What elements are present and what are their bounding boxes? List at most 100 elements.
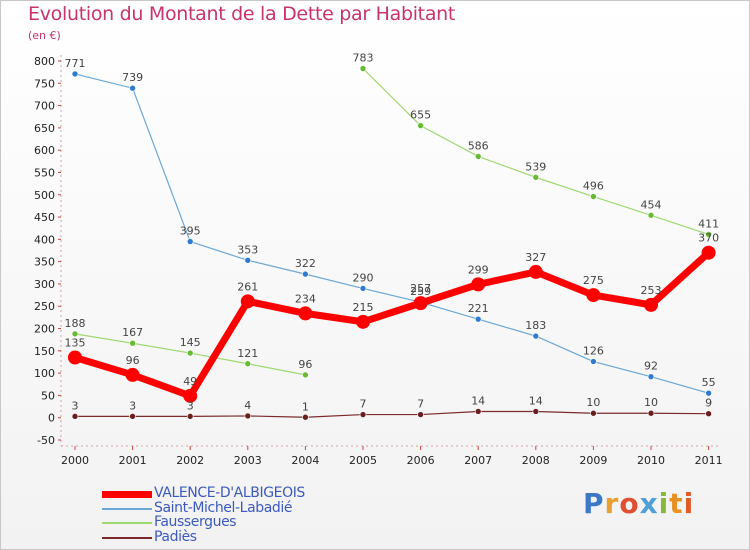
- x-tick-label: 2000: [61, 454, 89, 467]
- data-point: [417, 122, 424, 129]
- x-tick-label: 2006: [407, 454, 435, 467]
- data-point: [298, 306, 313, 321]
- data-label: 290: [353, 271, 374, 284]
- series-line: [74, 73, 710, 394]
- legend-swatch: [102, 507, 152, 510]
- data-point: [590, 409, 597, 417]
- data-label: 783: [353, 52, 374, 65]
- data-label: 322: [295, 257, 316, 270]
- data-label: 9: [705, 397, 712, 410]
- data-label: 49: [183, 375, 197, 388]
- data-label: 411: [698, 217, 719, 230]
- data-point: [302, 270, 309, 278]
- legend-swatch: [102, 490, 152, 498]
- legend-swatch: [102, 536, 152, 539]
- data-label: 96: [298, 358, 312, 371]
- x-tick-label: 2003: [234, 454, 262, 467]
- y-tick-label: 750: [34, 77, 55, 90]
- data-label: 253: [641, 284, 662, 297]
- data-label: 215: [353, 301, 374, 314]
- data-label: 496: [583, 180, 604, 193]
- data-label: 145: [180, 336, 201, 349]
- data-label: 739: [122, 71, 143, 84]
- data-label: 454: [641, 198, 662, 211]
- data-point: [129, 339, 136, 347]
- data-label: 126: [583, 345, 604, 358]
- data-point: [705, 389, 712, 397]
- data-point: [413, 296, 428, 311]
- data-label: 14: [471, 394, 485, 407]
- data-label: 221: [468, 302, 489, 315]
- data-label: 55: [702, 376, 716, 389]
- x-tick-label: 2001: [119, 454, 147, 467]
- data-label: 370: [698, 232, 719, 245]
- logo-letter: o: [619, 487, 640, 520]
- data-label: 771: [65, 57, 86, 70]
- data-label: 261: [237, 280, 258, 293]
- y-tick-label: 550: [34, 166, 55, 179]
- data-label: 7: [417, 398, 424, 411]
- y-tick-label: 800: [34, 55, 55, 68]
- data-point: [590, 358, 597, 365]
- data-point: [71, 413, 79, 420]
- data-point: [528, 264, 543, 279]
- x-tick-label: 2004: [291, 454, 319, 467]
- data-point: [68, 350, 82, 365]
- data-point: [244, 257, 252, 264]
- data-label: 183: [525, 319, 546, 332]
- data-point: [532, 174, 540, 181]
- data-label: 257: [410, 282, 431, 295]
- data-point: [186, 238, 194, 245]
- data-point: [586, 288, 601, 303]
- data-point: [129, 413, 136, 420]
- data-point: [125, 367, 140, 382]
- data-label: 353: [237, 243, 258, 256]
- data-point: [183, 388, 198, 403]
- x-tick-label: 2007: [464, 454, 492, 467]
- y-tick-label: 500: [34, 189, 55, 202]
- data-point: [644, 297, 658, 312]
- chart-subtitle: (en €): [28, 29, 61, 42]
- y-tick-label: 600: [34, 144, 55, 157]
- data-point: [71, 70, 79, 78]
- data-point: [302, 413, 309, 421]
- logo-letter: x: [639, 487, 659, 520]
- data-label: 3: [129, 399, 136, 412]
- data-label: 188: [65, 317, 86, 330]
- data-label: 135: [65, 337, 86, 350]
- legend-label: Padiès: [154, 528, 197, 545]
- chart-title: Evolution du Montant de la Dette par Hab…: [28, 3, 456, 25]
- x-tick-label: 2011: [695, 454, 723, 467]
- data-point: [532, 408, 540, 415]
- legend-label: Faussergues: [154, 514, 237, 530]
- logo-letter: i: [683, 487, 695, 520]
- series-line: [74, 410, 710, 418]
- data-label: 234: [295, 292, 316, 305]
- data-label: 327: [525, 251, 546, 264]
- data-point: [590, 193, 597, 200]
- y-tick-label: 350: [34, 256, 55, 269]
- y-tick-label: -50: [37, 434, 55, 447]
- logo-letter: t: [669, 487, 684, 520]
- data-label: 96: [126, 354, 140, 367]
- data-label: 655: [410, 109, 431, 122]
- data-point: [474, 153, 482, 160]
- y-tick-label: 150: [34, 345, 55, 358]
- data-point: [471, 277, 486, 292]
- data-point: [244, 360, 252, 368]
- data-point: [417, 411, 424, 418]
- data-point: [129, 84, 136, 92]
- data-label: 7: [360, 398, 367, 411]
- y-tick-label: 0: [48, 412, 55, 425]
- data-point: [647, 373, 655, 380]
- data-label: 1: [302, 400, 309, 413]
- proxiti-logo: Proxiti: [583, 487, 694, 520]
- data-point: [359, 411, 367, 418]
- y-tick-label: 50: [41, 389, 55, 402]
- data-label: 275: [583, 274, 604, 287]
- legend-label: VALENCE-D'ALBIGEOIS: [154, 485, 305, 501]
- y-tick-label: 300: [34, 278, 55, 291]
- data-label: 121: [237, 347, 258, 360]
